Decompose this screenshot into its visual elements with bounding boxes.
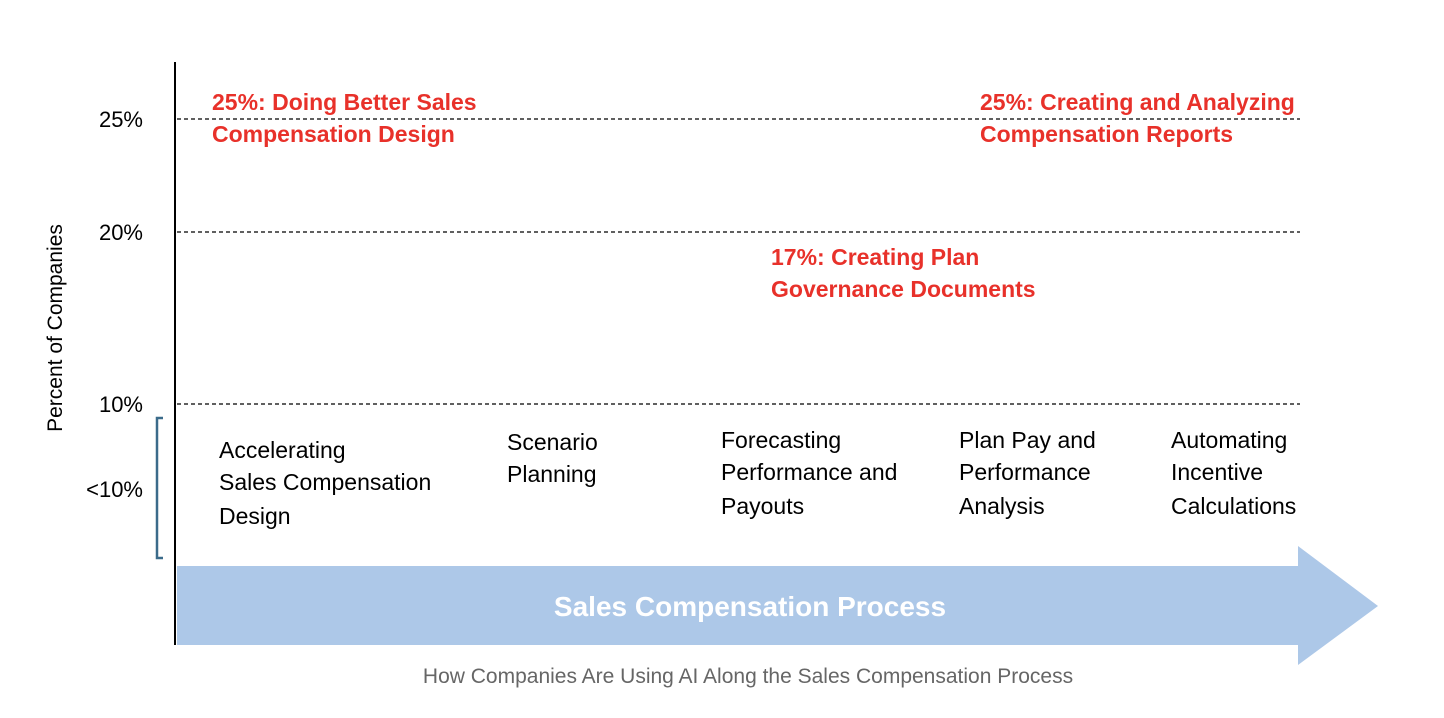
highlight-reports-line-2: Compensation Reports [980,121,1233,147]
diagram-caption: How Companies Are Using AI Along the Sal… [423,665,1073,688]
stage-plan-pay-analysis: Plan Pay and Performance Analysis [959,427,1096,519]
stage-3-line-3: Payouts [721,493,804,519]
stage-5-line-3: Calculations [1171,493,1296,519]
stage-4-line-2: Performance [959,459,1091,485]
stage-3-line-1: Forecasting [721,427,841,453]
stage-1-line-2: Sales Compensation [219,469,431,495]
stage-1-line-1: Accelerating [219,437,346,463]
stage-2-line-2: Planning [507,461,597,487]
stage-4-line-1: Plan Pay and [959,427,1096,453]
process-arrow [177,546,1378,665]
highlight-design-line-1: 25%: Doing Better Sales [212,89,477,115]
tick-label-25: 25% [99,107,143,132]
tick-label-under-10: <10% [86,477,143,502]
highlight-reports-line-1: 25%: Creating and Analyzing [980,89,1295,115]
highlight-design: 25%: Doing Better Sales Compensation Des… [212,89,477,147]
highlight-governance-line-2: Governance Documents [771,276,1036,302]
stage-4-line-3: Analysis [959,493,1045,519]
highlight-reports: 25%: Creating and Analyzing Compensation… [980,89,1295,147]
tick-label-10: 10% [99,392,143,417]
tick-label-20: 20% [99,220,143,245]
highlight-governance: 17%: Creating Plan Governance Documents [771,244,1036,302]
stage-accelerating-design: Accelerating Sales Compensation Design [219,437,431,529]
stage-forecasting: Forecasting Performance and Payouts [721,427,897,519]
process-arrow-label: Sales Compensation Process [554,591,946,622]
highlight-design-line-2: Compensation Design [212,121,455,147]
stage-2-line-1: Scenario [507,429,598,455]
under-10-bracket [155,416,163,560]
stage-5-line-1: Automating [1171,427,1287,453]
stage-1-line-3: Design [219,503,291,529]
highlight-governance-line-1: 17%: Creating Plan [771,244,979,270]
stage-3-line-2: Performance and [721,459,897,485]
stage-5-line-2: Incentive [1171,459,1263,485]
stage-automating-calculations: Automating Incentive Calculations [1171,427,1296,519]
y-axis-title: Percent of Companies [44,224,67,432]
stage-scenario-planning: Scenario Planning [507,429,598,487]
